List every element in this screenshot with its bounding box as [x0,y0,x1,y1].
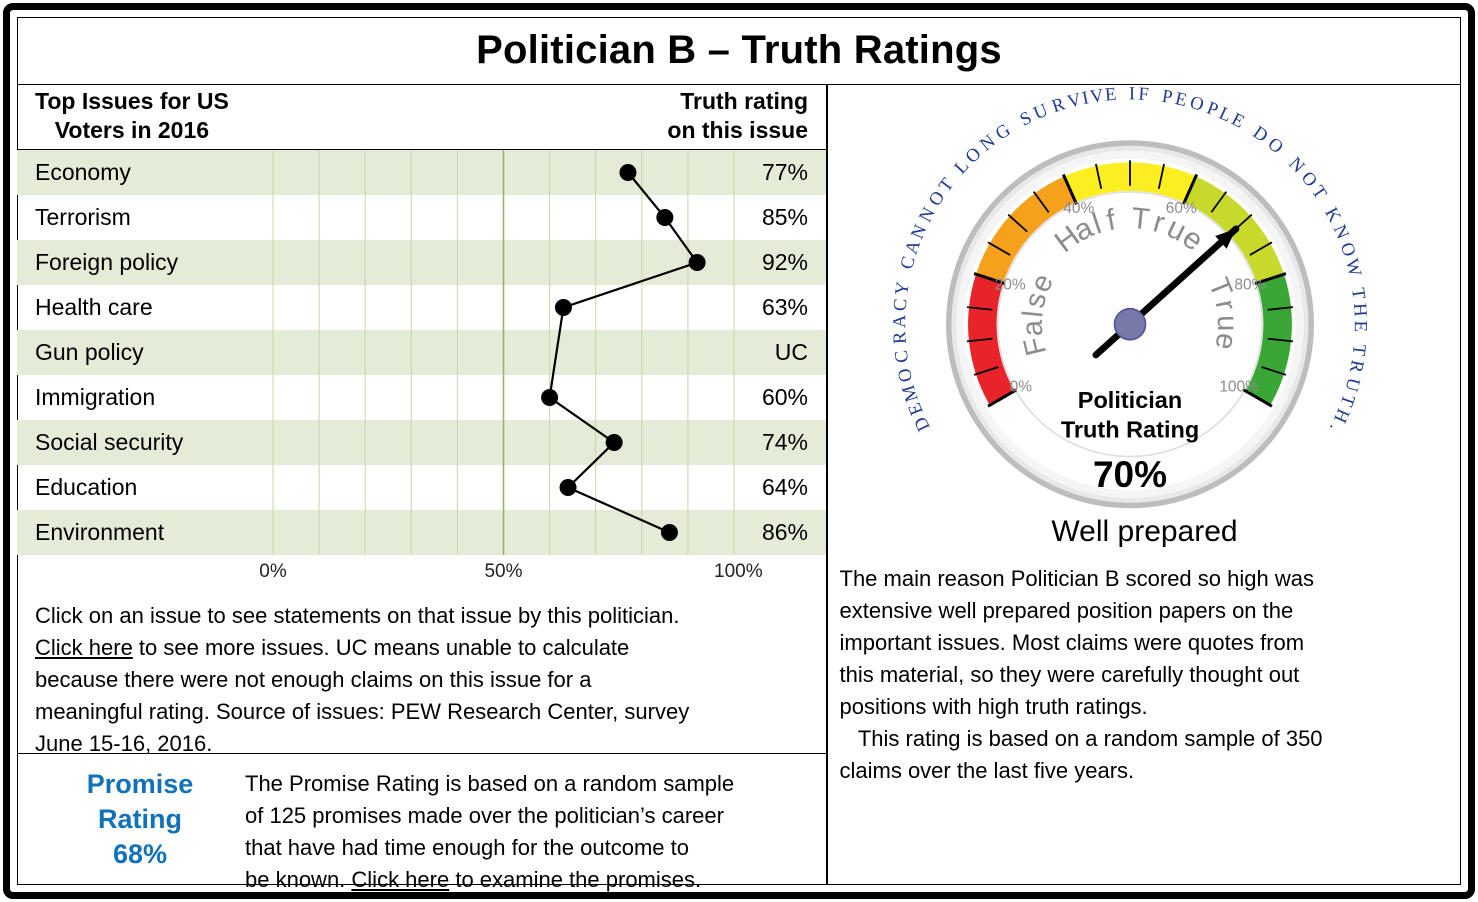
svg-text:I: I [1128,85,1134,104]
svg-text:F: F [1137,85,1148,105]
svg-text:G: G [992,120,1014,144]
svg-text:N: N [915,205,939,226]
svg-text:O: O [1335,240,1358,259]
svg-text:U: U [1030,101,1050,125]
svg-text:R: R [890,330,911,344]
svg-text:E: E [1104,85,1117,106]
svg-text:W: W [1340,257,1364,279]
svg-text:V: V [1088,86,1105,108]
svg-text:N: N [1328,222,1352,242]
svg-text:A: A [890,314,910,328]
svg-text:0%: 0% [1009,378,1032,395]
svg-text:O: O [894,366,916,383]
svg-text:U: U [1340,375,1363,393]
svg-text:O: O [1187,93,1206,116]
svg-text:T: T [1347,287,1368,301]
svg-text:Politician: Politician [1077,387,1181,413]
svg-text:P: P [1160,87,1173,108]
svg-text:N: N [907,222,931,242]
svg-text:R: R [1344,358,1366,374]
svg-text:70%: 70% [1092,454,1166,495]
svg-text:M: M [898,382,922,404]
svg-text:Truth Rating: Truth Rating [1060,416,1198,442]
svg-text:O: O [1263,134,1286,158]
svg-text:H: H [1348,303,1369,318]
svg-text:E: E [1173,89,1188,111]
svg-text:H: H [1329,405,1353,425]
svg-text:C: C [897,254,920,271]
svg-text:T: T [1129,202,1151,237]
svg-text:.: . [1325,422,1345,435]
svg-text:R: R [1049,94,1068,117]
svg-text:C: C [891,349,913,364]
svg-text:T: T [1347,343,1368,356]
svg-text:E: E [1349,320,1369,331]
svg-text:100%: 100% [1219,378,1259,395]
svg-text:C: C [890,298,911,312]
svg-text:80%: 80% [1234,276,1265,293]
svg-text:T: T [1335,392,1358,409]
svg-text:a: a [1016,319,1049,337]
svg-text:Y: Y [892,280,914,296]
svg-text:u: u [1210,315,1242,331]
svg-text:K: K [1320,205,1344,227]
